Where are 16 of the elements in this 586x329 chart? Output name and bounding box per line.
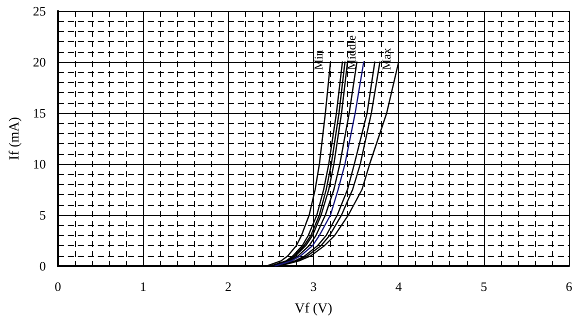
x-tick-label: 1 <box>140 279 146 294</box>
x-tick-label: 4 <box>395 279 402 294</box>
x-tick-label: 6 <box>566 279 573 294</box>
x-axis-title: Vf (V) <box>294 302 333 316</box>
x-tick-label: 5 <box>480 279 488 294</box>
y-tick-label: 5 <box>39 208 46 222</box>
y-tick-label: 10 <box>32 156 46 172</box>
x-tick-label: 0 <box>54 279 62 294</box>
y-tick-label: 20 <box>32 54 46 70</box>
x-tick-label: 3 <box>310 279 317 294</box>
y-tick-label: 15 <box>32 106 46 120</box>
text: Min <box>311 50 326 70</box>
y-tick-label: 25 <box>32 4 46 18</box>
x-tick-label: 2 <box>225 279 232 294</box>
y-axis-title: If (mA) <box>8 116 22 160</box>
y-tick-label: 0 <box>39 258 46 274</box>
